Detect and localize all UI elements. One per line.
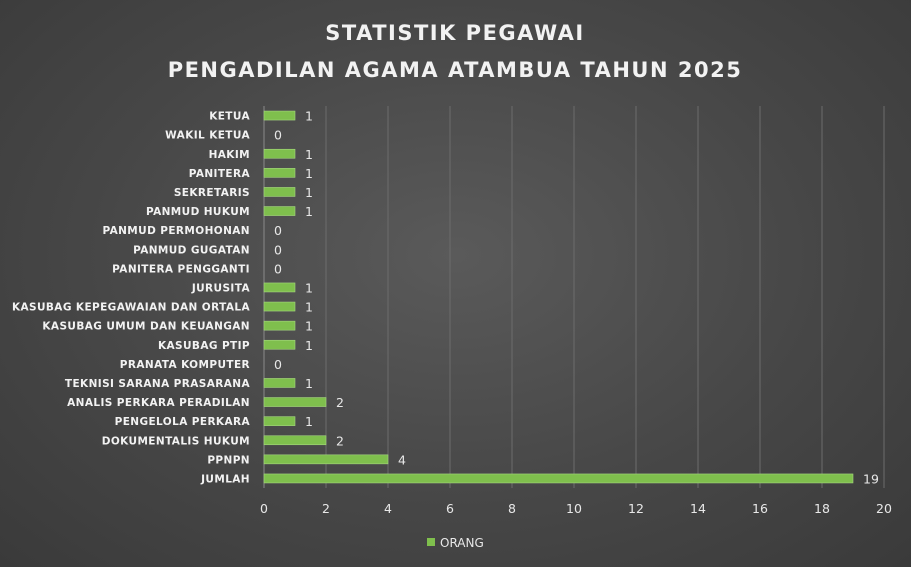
category-label: PPNPN <box>207 454 250 466</box>
data-label: 1 <box>305 414 313 429</box>
gridlines <box>263 106 885 488</box>
legend-swatch <box>427 538 435 546</box>
data-label: 1 <box>305 166 313 181</box>
data-label: 1 <box>305 204 313 219</box>
bar <box>263 148 296 159</box>
data-label: 0 <box>274 357 282 372</box>
x-tick-label: 0 <box>260 501 268 516</box>
bar <box>263 416 296 426</box>
bar <box>263 206 296 216</box>
legend: ORANG <box>427 536 484 550</box>
data-label: 1 <box>305 300 313 315</box>
data-label: 0 <box>274 128 282 143</box>
category-label: DOKUMENTALIS HUKUM <box>102 435 250 447</box>
bar <box>263 187 296 197</box>
chart-title-line-1: STATISTIK PEGAWAI <box>325 21 585 45</box>
category-label: SEKRETARIS <box>174 187 250 199</box>
data-label: 0 <box>274 223 282 238</box>
data-label: 19 <box>863 471 879 486</box>
x-axis-ticks: 0 2 4 6 8 10 12 14 16 18 20 <box>260 501 892 516</box>
x-tick-label: 8 <box>508 501 516 516</box>
category-label: HAKIM <box>209 149 250 161</box>
data-label: 4 <box>398 452 406 467</box>
data-label: 1 <box>305 376 313 391</box>
x-tick-label: 20 <box>876 501 892 516</box>
bars <box>263 110 854 484</box>
chart-title-line-2: PENGADILAN AGAMA ATAMBUA TAHUN 2025 <box>168 58 743 82</box>
category-label: PANMUD HUKUM <box>146 206 250 218</box>
data-label: 1 <box>305 319 313 334</box>
category-label: KASUBAG PTIP <box>158 340 250 352</box>
x-tick-label: 2 <box>322 501 330 516</box>
category-labels: KETUA WAKIL KETUA HAKIM PANITERA SEKRETARIS P… <box>12 111 251 486</box>
bar <box>263 301 296 312</box>
value-labels: 1 0 1 1 1 1 0 0 0 1 1 1 1 0 1 2 1 2 4 19 <box>274 109 879 487</box>
data-label: 1 <box>305 109 313 124</box>
data-label: 1 <box>305 185 313 200</box>
data-label: 1 <box>305 338 313 353</box>
legend-label: ORANG <box>440 536 484 550</box>
data-label: 2 <box>336 395 344 410</box>
data-label: 1 <box>305 280 313 295</box>
category-label: PANITERA PENGGANTI <box>112 263 250 275</box>
category-label: KASUBAG KEPEGAWAIAN DAN ORTALA <box>12 302 251 314</box>
bar <box>263 435 327 446</box>
bar <box>263 320 296 331</box>
x-tick-label: 10 <box>566 501 582 516</box>
x-tick-label: 14 <box>690 501 706 516</box>
bar <box>263 378 296 388</box>
category-label: ANALIS PERKARA PERADILAN <box>67 397 250 409</box>
bar <box>263 110 296 121</box>
category-label: KETUA <box>209 111 250 123</box>
category-label: TEKNISI SARANA PRASARANA <box>65 378 251 390</box>
bar <box>263 454 389 465</box>
category-label: KASUBAG UMUM DAN KEUANGAN <box>42 321 250 333</box>
x-tick-label: 18 <box>814 501 830 516</box>
x-tick-label: 16 <box>752 501 768 516</box>
category-label: PANMUD GUGATAN <box>133 244 250 256</box>
data-label: 0 <box>274 261 282 276</box>
x-tick-label: 12 <box>628 501 644 516</box>
x-tick-label: 4 <box>384 501 392 516</box>
x-tick-label: 6 <box>446 501 454 516</box>
category-label: JUMLAH <box>200 473 250 485</box>
category-label: JURUSITA <box>191 282 251 294</box>
bar <box>263 397 327 407</box>
bar <box>263 168 296 178</box>
bar <box>263 282 296 293</box>
category-label: PANMUD PERMOHONAN <box>102 225 250 237</box>
category-label: PRANATA KOMPUTER <box>120 359 250 371</box>
category-label: PANITERA <box>189 168 251 180</box>
category-label: PENGELOLA PERKARA <box>115 416 251 428</box>
data-label: 0 <box>274 242 282 257</box>
bar <box>263 473 854 484</box>
data-label: 2 <box>336 433 344 448</box>
data-label: 1 <box>305 147 313 162</box>
category-label: WAKIL KETUA <box>165 130 250 142</box>
bar <box>263 339 296 350</box>
